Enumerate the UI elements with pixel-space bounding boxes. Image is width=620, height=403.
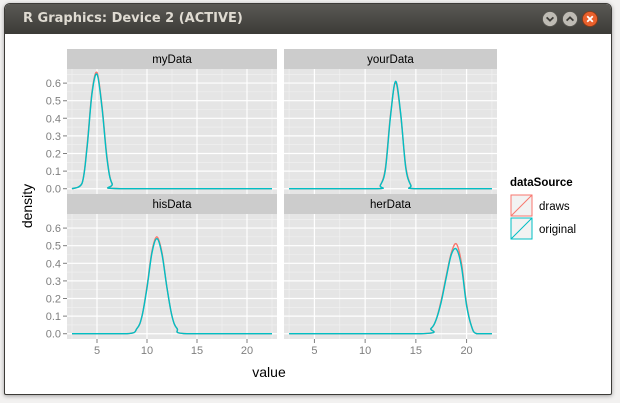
y-tick-label: 0.3 [46, 276, 61, 288]
facet-strip-label: myData [152, 54, 192, 66]
facet-panel-myData: myData 0.0 0.1 0.2 0.3 0.4 0.5 0.6 [46, 49, 277, 196]
graphics-window: R Graphics: Device 2 (ACTIVE) myData 0.0 0… [4, 3, 612, 395]
facet-strip [284, 49, 497, 69]
facet-strip-label: hisData [153, 199, 193, 211]
y-tick-label: 0.0 [46, 184, 61, 196]
x-tick-label: 10 [359, 345, 371, 357]
x-tick-label: 20 [241, 345, 253, 357]
series-line-original [71, 237, 272, 335]
series-line-original [289, 80, 492, 190]
legend-label-draws: draws [539, 201, 570, 213]
y-tick-label: 0.3 [46, 131, 61, 143]
series-line-original [289, 247, 492, 335]
close-icon[interactable] [582, 11, 598, 27]
legend-key-draws [509, 193, 534, 218]
facet-strip-label: herData [370, 199, 412, 211]
legend: dataSource draws original [509, 177, 576, 241]
x-axis-title: value [252, 364, 286, 380]
legend-title: dataSource [510, 177, 573, 189]
minimize-icon[interactable] [542, 11, 558, 27]
legend-key-original [509, 216, 534, 241]
y-tick-label: 0.5 [46, 241, 61, 253]
facet-panel-hisData: hisData 0.0 0.1 0.2 0.3 0.4 0.5 0.6 5 10 15 20 [46, 194, 277, 357]
y-tick-label: 0.4 [46, 113, 61, 125]
facet-strip-label: yourData [367, 54, 414, 66]
facet-strip [67, 194, 277, 214]
window-title: R Graphics: Device 2 (ACTIVE) [23, 11, 243, 26]
facet-strip [284, 194, 497, 214]
title-bar[interactable]: R Graphics: Device 2 (ACTIVE) [5, 4, 611, 34]
facet-panel-yourData: yourData [284, 49, 497, 194]
x-tick-label: 10 [141, 345, 153, 357]
y-tick-label: 0.2 [46, 149, 61, 161]
maximize-icon[interactable] [562, 11, 578, 27]
x-tick-label: 20 [460, 345, 472, 357]
facet-panel-herData: herData 5 10 15 20 [284, 194, 497, 357]
y-tick-label: 0.1 [46, 311, 61, 323]
y-tick-label: 0.6 [46, 78, 61, 90]
y-tick-label: 0.5 [46, 96, 61, 108]
x-tick-label: 15 [191, 345, 203, 357]
y-tick-label: 0.2 [46, 294, 61, 306]
y-tick-label: 0.6 [46, 223, 61, 235]
x-tick-label: 5 [94, 345, 100, 357]
density-plot: myData 0.0 0.1 0.2 0.3 0.4 0.5 0.6 yourData hisDa… [19, 49, 576, 380]
y-tick-label: 0.4 [46, 258, 61, 270]
series-line-original [71, 73, 272, 190]
x-tick-label: 5 [311, 345, 317, 357]
y-tick-label: 0.1 [46, 166, 61, 178]
legend-label-original: original [539, 224, 576, 236]
facet-strip [67, 49, 277, 69]
x-tick-label: 15 [410, 345, 422, 357]
y-tick-label: 0.0 [46, 329, 61, 341]
y-axis-title: density [19, 184, 35, 228]
